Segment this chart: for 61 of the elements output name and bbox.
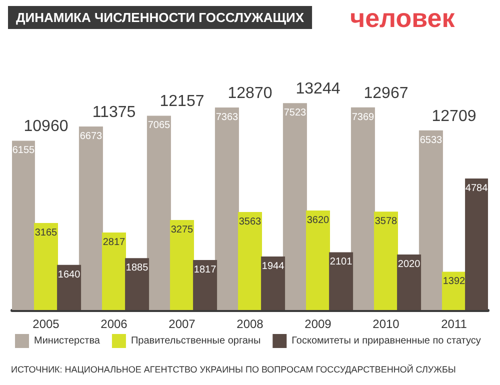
data-label: 6155 [12,145,36,156]
data-label: 2817 [102,237,126,248]
bar [329,252,354,310]
chart-title: ДИНАМИКА ЧИСЛЕННОСТИ ГОССЛУЖАЩИХ [16,10,304,25]
data-label: 1944 [262,261,285,272]
bar [306,210,330,310]
bar [214,108,239,310]
bar [465,178,488,310]
data-label: 1817 [194,264,217,276]
x-tick-label: 2007 [168,317,196,331]
x-tick-label: 2011 [441,317,468,331]
data-label: 1885 [126,262,149,274]
data-label: 7523 [284,108,307,119]
x-tick-label: 2009 [304,317,332,331]
bar [350,107,375,310]
bar [12,140,35,310]
x-tick-label: 2010 [372,317,400,331]
bar [397,254,422,310]
bar [78,126,103,310]
legend-label: Министерства [34,336,100,346]
total-label: 13244 [296,80,340,98]
total-label: 10960 [24,118,68,136]
y-axis-title: человек [350,3,456,33]
bar [57,264,82,310]
bar [374,212,398,310]
data-label: 3275 [170,224,194,236]
data-label: 2101 [330,256,353,268]
x-tick-label: 2005 [32,317,60,331]
data-label: 3563 [238,216,262,228]
data-label: 3620 [306,214,330,226]
data-label: 3165 [34,227,58,238]
bar [146,116,171,310]
data-label: 3578 [374,216,398,228]
total-label: 12709 [432,108,476,125]
data-label: 7369 [352,112,375,123]
data-label: 7363 [216,112,239,124]
data-label: 6533 [420,134,443,146]
data-label: 7065 [148,120,171,132]
data-label: 2020 [398,258,421,270]
total-label: 11375 [92,104,136,121]
bar [170,220,194,310]
data-label: 1392 [442,276,466,288]
bar [193,260,218,310]
bar [34,222,58,310]
legend-label: Госкомитеты и приравненные по статусу [292,336,481,346]
bar [102,232,126,310]
bar [125,258,150,310]
total-label: 12157 [160,93,204,110]
bar [261,256,286,310]
x-tick-label: 2008 [236,317,264,331]
data-label: 4784 [465,182,488,194]
data-label: 6673 [80,130,103,142]
text: ИСТОЧНИК: НАЦИОНАЛЬНОЕ АГЕНТСТВО УКРАИНЫ ПО ВОПРОСАМ ГОССУДАРСТВЕННОЙ СЛУЖБЫ [11,364,456,374]
bar [238,212,262,310]
x-tick-label: 2006 [100,317,128,331]
total-label: 12967 [364,84,408,102]
total-label: 12870 [228,85,272,102]
legend-label: Правительственные органы [130,336,261,346]
data-label: 1640 [58,269,81,280]
bar [418,130,443,310]
bar [282,103,307,310]
